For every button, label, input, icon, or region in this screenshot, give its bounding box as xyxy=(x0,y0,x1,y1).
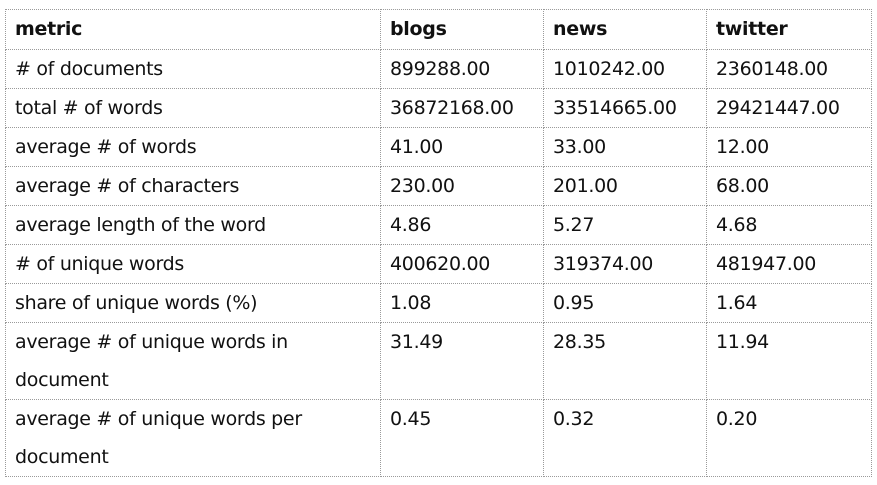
news-cell: 319374.00 xyxy=(543,244,707,284)
news-cell: 33.00 xyxy=(543,127,707,167)
header-cell-blogs: blogs xyxy=(380,9,544,50)
news-cell: 1010242.00 xyxy=(543,49,707,89)
twitter-cell: 12.00 xyxy=(706,127,872,167)
blogs-cell: 899288.00 xyxy=(380,49,544,89)
table-row: average # of words 41.00 33.00 12.00 xyxy=(5,127,872,167)
header-cell-metric: metric xyxy=(5,9,381,50)
table-row: average length of the word 4.86 5.27 4.6… xyxy=(5,205,872,245)
twitter-cell: 68.00 xyxy=(706,166,872,206)
table-row: # of documents 899288.00 1010242.00 2360… xyxy=(5,49,872,89)
blogs-cell: 36872168.00 xyxy=(380,88,544,128)
blogs-cell: 400620.00 xyxy=(380,244,544,284)
metric-cell: average # of words xyxy=(5,127,381,167)
metric-cell: total # of words xyxy=(5,88,381,128)
twitter-cell: 2360148.00 xyxy=(706,49,872,89)
blogs-cell: 230.00 xyxy=(380,166,544,206)
blogs-cell: 31.49 xyxy=(380,322,544,400)
table-row: total # of words 36872168.00 33514665.00… xyxy=(5,88,872,128)
twitter-cell: 481947.00 xyxy=(706,244,872,284)
twitter-cell: 4.68 xyxy=(706,205,872,245)
metric-cell: # of documents xyxy=(5,49,381,89)
table-header: metric blogs news twitter xyxy=(5,9,872,50)
news-cell: 0.32 xyxy=(543,399,707,477)
twitter-cell: 0.20 xyxy=(706,399,872,477)
table-row: average # of characters 230.00 201.00 68… xyxy=(5,166,872,206)
news-cell: 28.35 xyxy=(543,322,707,400)
blogs-cell: 41.00 xyxy=(380,127,544,167)
metric-cell: average length of the word xyxy=(5,205,381,245)
blogs-cell: 4.86 xyxy=(380,205,544,245)
blogs-cell: 1.08 xyxy=(380,283,544,323)
table-row: average # of unique words per document 0… xyxy=(5,399,872,477)
metric-cell: # of unique words xyxy=(5,244,381,284)
news-cell: 0.95 xyxy=(543,283,707,323)
header-row: metric blogs news twitter xyxy=(5,9,872,50)
news-cell: 5.27 xyxy=(543,205,707,245)
metric-cell: average # of characters xyxy=(5,166,381,206)
metric-cell: average # of unique words per document xyxy=(5,399,381,477)
blogs-cell: 0.45 xyxy=(380,399,544,477)
twitter-cell: 11.94 xyxy=(706,322,872,400)
header-cell-twitter: twitter xyxy=(706,9,872,50)
table-row: share of unique words (%) 1.08 0.95 1.64 xyxy=(5,283,872,323)
news-cell: 33514665.00 xyxy=(543,88,707,128)
table-body: # of documents 899288.00 1010242.00 2360… xyxy=(5,49,872,477)
metric-cell: share of unique words (%) xyxy=(5,283,381,323)
news-cell: 201.00 xyxy=(543,166,707,206)
metric-cell: average # of unique words in document xyxy=(5,322,381,400)
table-row: average # of unique words in document 31… xyxy=(5,322,872,400)
header-cell-news: news xyxy=(543,9,707,50)
twitter-cell: 1.64 xyxy=(706,283,872,323)
table-row: # of unique words 400620.00 319374.00 48… xyxy=(5,244,872,284)
metrics-table: metric blogs news twitter # of documents… xyxy=(5,9,872,477)
twitter-cell: 29421447.00 xyxy=(706,88,872,128)
